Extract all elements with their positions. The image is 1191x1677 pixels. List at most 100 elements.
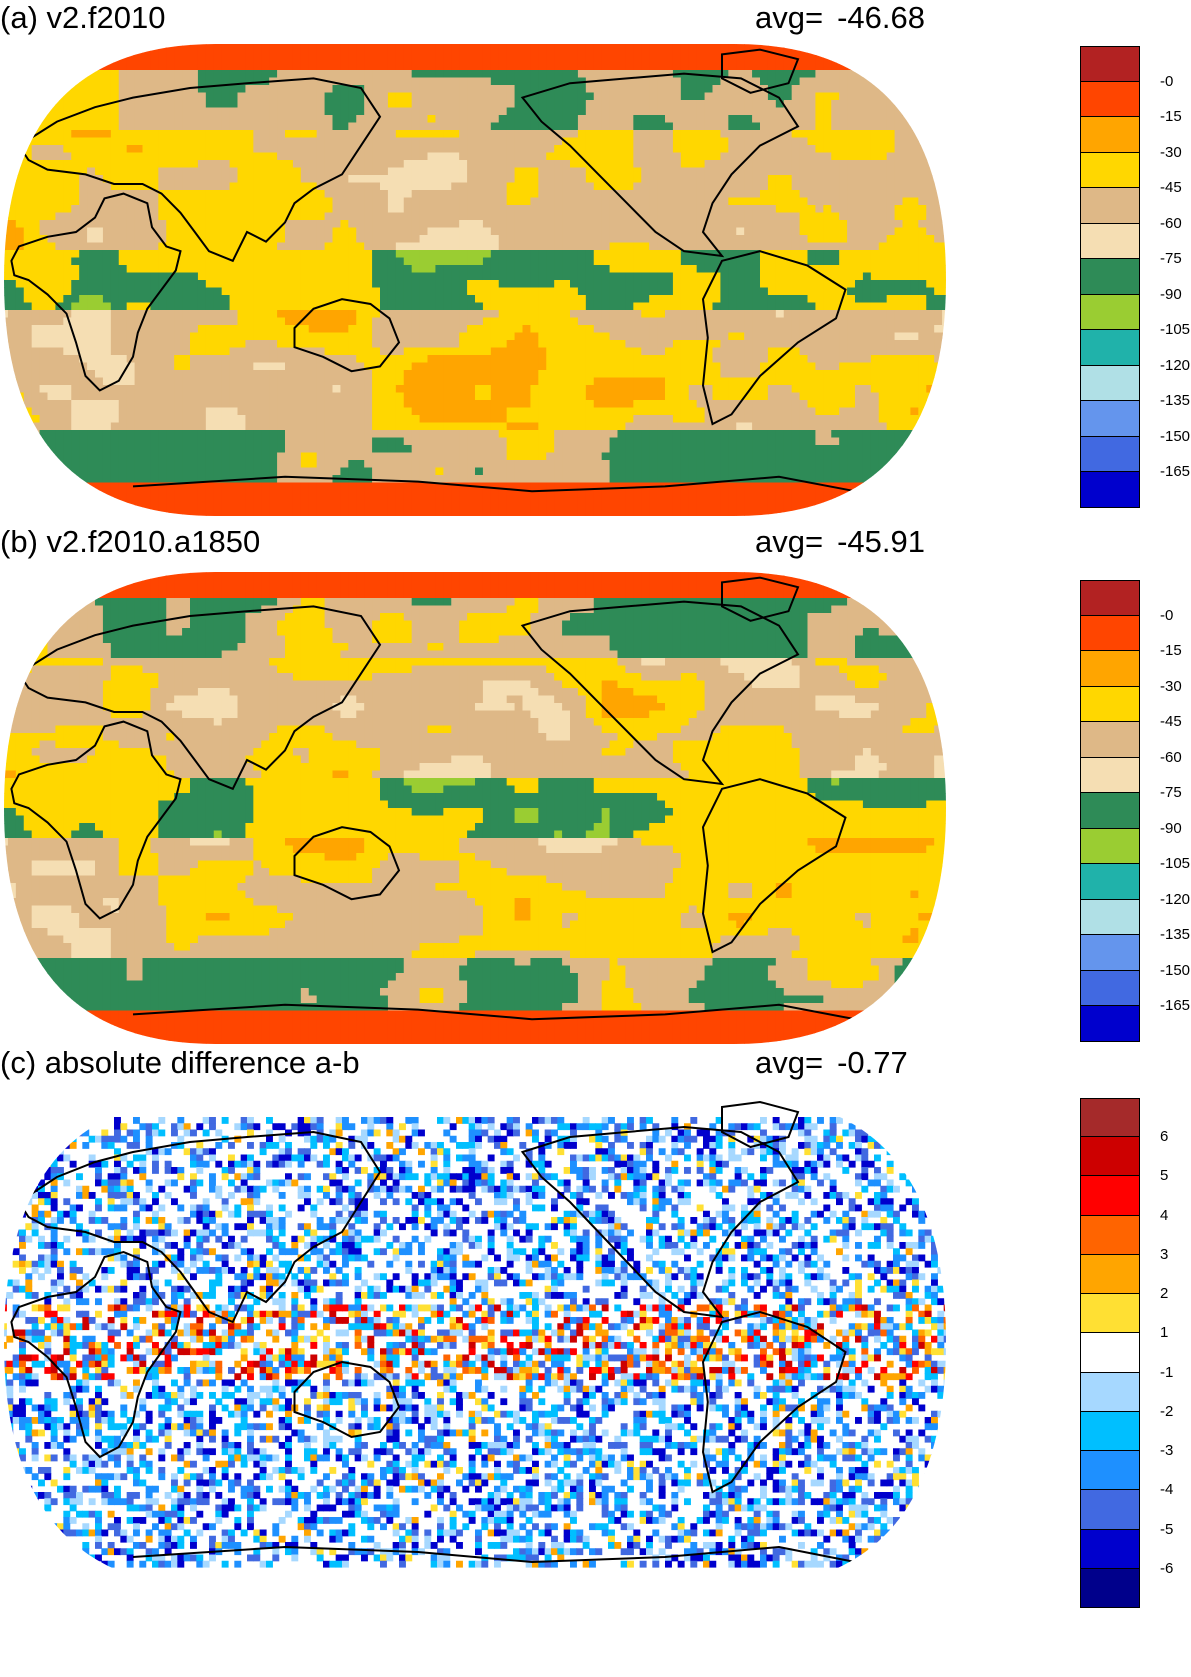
world-map (4, 44, 946, 516)
legend-swatch (1080, 81, 1140, 118)
legend-swatch (1080, 1372, 1140, 1412)
legend-swatch (1080, 1006, 1140, 1042)
coastline (701, 778, 847, 954)
color-legend: -0 -15 -30 -45 -60 -75 -90 -105 -120 -135 -150 -165 (1080, 580, 1190, 1042)
legend-swatch (1080, 365, 1140, 402)
legend-swatch (1080, 899, 1140, 936)
coastline (10, 720, 182, 920)
legend-swatch (1080, 686, 1140, 723)
coastline (132, 475, 856, 493)
legend-tick-label: -60 (1160, 749, 1182, 766)
legend-tick-label: -135 (1160, 393, 1190, 409)
legend-tick-label: -1 (1160, 1364, 1173, 1381)
legend-tick-label: 5 (1160, 1168, 1168, 1184)
panel-average: avg= -0.77 (755, 1045, 908, 1081)
average-label: avg= (755, 0, 823, 35)
legend-tick-label: 6 (1160, 1129, 1168, 1145)
legend-swatch (1080, 1254, 1140, 1295)
legend-swatch (1080, 330, 1140, 366)
legend-swatch (1080, 651, 1140, 687)
color-legend: -0 -15 -30 -45 -60 -75 -90 -105 -120 -135 -150 -165 (1080, 46, 1190, 508)
legend-tick-label: -4 (1160, 1482, 1173, 1498)
coastline (701, 250, 847, 426)
legend-tick-label: -150 (1160, 962, 1190, 979)
legend-tick-label: 1 (1160, 1325, 1168, 1341)
legend-swatch (1080, 1333, 1140, 1373)
legend-swatch (1080, 1490, 1140, 1530)
coastline (293, 826, 401, 901)
legend-tick-label: -5 (1160, 1521, 1173, 1538)
coastline (520, 72, 800, 258)
average-value: -45.91 (837, 524, 925, 559)
legend-tick-label: -150 (1160, 428, 1190, 445)
panel-average: avg= -45.91 (755, 524, 925, 560)
legend-swatch (1080, 580, 1140, 616)
legend-tick-label: -60 (1160, 215, 1182, 232)
coastline (17, 77, 382, 263)
legend-swatch (1080, 1568, 1140, 1608)
legend-swatch (1080, 472, 1140, 508)
legend-swatch (1080, 1411, 1140, 1452)
legend-tick-label: -15 (1160, 643, 1182, 659)
legend-tick-label: -30 (1160, 144, 1182, 161)
legend-swatch (1080, 722, 1140, 758)
average-label: avg= (755, 524, 823, 559)
legend-swatch (1080, 793, 1140, 829)
legend-tick-label: -3 (1160, 1443, 1173, 1459)
coastline (520, 600, 800, 786)
legend-swatch (1080, 864, 1140, 900)
legend-tick-label: -30 (1160, 678, 1182, 695)
coastline (17, 605, 382, 791)
coastline (10, 192, 182, 392)
legend-swatch (1080, 294, 1140, 331)
legend-swatch (1080, 223, 1140, 260)
legend-swatch (1080, 1098, 1140, 1138)
average-label: avg= (755, 1045, 823, 1080)
legend-tick-label: -165 (1160, 998, 1190, 1014)
legend-tick-label: -75 (1160, 785, 1182, 801)
coastline (520, 1125, 800, 1319)
legend-tick-label: -120 (1160, 891, 1190, 908)
legend-swatch (1080, 1215, 1140, 1255)
coastline (132, 1545, 856, 1564)
coastline (721, 48, 800, 94)
legend-tick-label: -45 (1160, 714, 1182, 730)
legend-swatch (1080, 970, 1140, 1007)
panel-b: (b) v2.f2010.a1850 avg= -45.91 -0 -15 -30 -4… (0, 520, 1191, 1044)
panel-title: (a) v2.f2010 (0, 0, 165, 36)
average-value: -0.77 (837, 1045, 908, 1080)
legend-swatch (1080, 1137, 1140, 1177)
legend-swatch (1080, 436, 1140, 473)
legend-tick-label: -90 (1160, 820, 1182, 837)
world-map (4, 1100, 946, 1568)
panel-title: (c) absolute difference a-b (0, 1045, 360, 1081)
legend-tick-label: -165 (1160, 464, 1190, 480)
legend-tick-label: -6 (1160, 1560, 1173, 1577)
legend-tick-label: -0 (1160, 607, 1173, 624)
legend-swatch (1080, 828, 1140, 865)
legend-tick-label: 4 (1160, 1207, 1168, 1224)
legend-swatch (1080, 1451, 1140, 1491)
legend-tick-label: -105 (1160, 322, 1190, 338)
legend-tick-label: -90 (1160, 286, 1182, 303)
legend-swatch (1080, 188, 1140, 224)
legend-swatch (1080, 757, 1140, 794)
legend-tick-label: -120 (1160, 357, 1190, 374)
legend-swatch (1080, 1176, 1140, 1216)
legend-swatch (1080, 259, 1140, 295)
panel-title: (b) v2.f2010.a1850 (0, 524, 260, 560)
legend-tick-label: -2 (1160, 1403, 1173, 1420)
panel-a: (a) v2.f2010 avg= -46.68 -0 -15 -30 -45 -60 -7… (0, 0, 1191, 520)
coastline (701, 1310, 847, 1494)
legend-swatch (1080, 615, 1140, 652)
legend-tick-label: -0 (1160, 73, 1173, 90)
legend-swatch (1080, 152, 1140, 189)
coastline (721, 1100, 800, 1149)
legend-tick-label: -15 (1160, 109, 1182, 125)
legend-swatch (1080, 935, 1140, 971)
legend-tick-label: -135 (1160, 927, 1190, 943)
world-map (4, 572, 946, 1044)
legend-swatch (1080, 117, 1140, 153)
legend-tick-label: -105 (1160, 856, 1190, 872)
legend-swatch (1080, 401, 1140, 437)
